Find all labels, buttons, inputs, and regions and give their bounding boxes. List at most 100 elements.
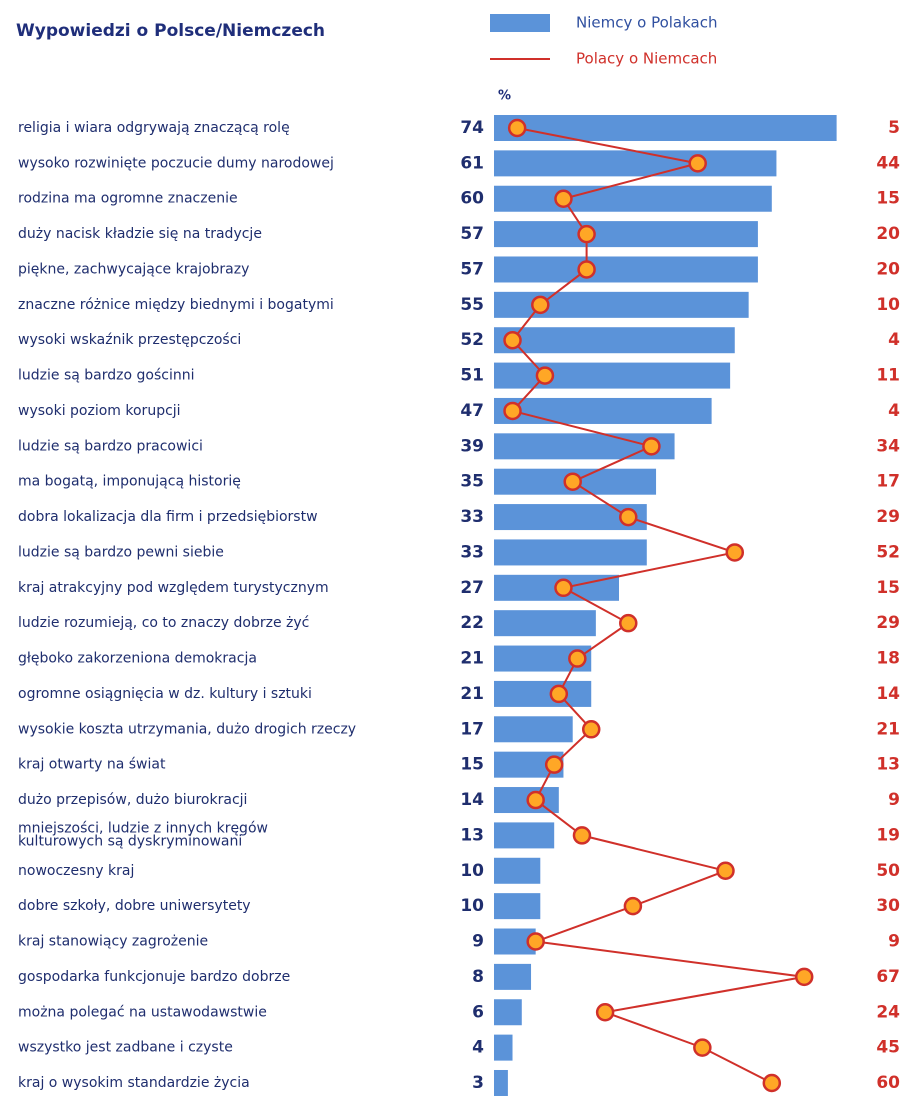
bar <box>494 256 758 283</box>
line-marker <box>526 790 545 810</box>
line-marker <box>507 118 527 138</box>
line-marker <box>544 755 564 774</box>
bar <box>494 539 647 566</box>
line-value-label: 18 <box>876 649 900 669</box>
bar-value-label: 10 <box>460 861 484 881</box>
bar <box>494 185 772 212</box>
line-value-label: 44 <box>876 153 900 173</box>
category-label: dobre szkoły, dobre uniwersytety <box>18 898 251 914</box>
bar-value-label: 33 <box>460 507 484 527</box>
line-value-label: 34 <box>876 436 900 456</box>
category-label: wysoko rozwinięte poczucie dumy narodowe… <box>18 155 334 171</box>
line-value-label: 15 <box>876 189 900 209</box>
category-label: kraj atrakcyjny pod względem turystyczny… <box>18 580 329 596</box>
category-label: kraj o wysokim standardzie życia <box>18 1075 250 1091</box>
category-label: nowoczesny kraj <box>18 863 134 879</box>
line-marker <box>503 401 522 421</box>
bar-value-label: 39 <box>460 436 484 456</box>
line-marker <box>619 507 638 527</box>
line-value-label: 60 <box>876 1073 900 1093</box>
bar <box>494 822 555 849</box>
line-value-label: 13 <box>876 755 900 775</box>
bar-value-label: 4 <box>472 1038 484 1058</box>
category-label: głęboko zakorzeniona demokracja <box>18 651 257 667</box>
bar <box>494 327 735 354</box>
line-value-label: 5 <box>888 118 900 138</box>
bar-value-label: 74 <box>460 118 484 138</box>
bar <box>494 963 532 990</box>
line-marker <box>623 896 643 916</box>
bar <box>494 716 573 743</box>
bar-value-label: 13 <box>460 825 484 845</box>
bar-value-label: 35 <box>460 472 484 492</box>
line-value-label: 14 <box>876 684 900 704</box>
bar <box>494 680 592 707</box>
line-marker <box>762 1073 782 1093</box>
bar <box>494 1034 513 1061</box>
line-marker <box>642 437 661 456</box>
bar-value-label: 33 <box>460 542 484 562</box>
bar-value-label: 60 <box>460 189 484 209</box>
chart-title: Wypowiedzi o Polsce/Niemczech <box>16 21 325 41</box>
bar-value-label: 55 <box>460 295 484 315</box>
bar-value-label: 47 <box>460 401 484 421</box>
line <box>510 127 805 1084</box>
legend-label: Polacy o Niemcach <box>576 50 717 68</box>
category-label: znaczne różnice między biednymi i bogaty… <box>18 297 334 313</box>
line-value-label: 9 <box>888 790 900 810</box>
line-marker <box>535 366 555 385</box>
bar-value-label: 57 <box>460 259 484 279</box>
bar-value-label: 8 <box>472 967 484 987</box>
bar-value-label: 51 <box>460 366 484 386</box>
line-value-label: 15 <box>876 578 900 598</box>
line-value-label: 11 <box>876 366 900 386</box>
category-label: wszystko jest zadbane i czyste <box>18 1040 233 1056</box>
line-marker <box>794 967 814 987</box>
category-label: ludzie rozumieją, co to znaczy dobrze ży… <box>18 615 309 631</box>
line-marker <box>619 613 638 633</box>
line-value-label: 52 <box>876 542 900 562</box>
category-label: kraj stanowiący zagrożenie <box>18 934 208 950</box>
category-label: ma bogatą, imponującą historię <box>18 474 241 490</box>
line-value-label: 10 <box>876 295 900 315</box>
line-marker <box>688 154 707 173</box>
category-label: mniejszości, ludzie z innych kręgów kultu… <box>18 820 268 849</box>
line-marker <box>581 720 601 739</box>
bar <box>494 221 758 248</box>
bar-value-label: 27 <box>460 578 484 598</box>
bar-value-label: 9 <box>472 932 484 952</box>
line-value-label: 67 <box>876 967 900 987</box>
category-label: piękne, zachwycające krajobrazy <box>18 261 249 277</box>
bar <box>494 397 712 424</box>
line-marker <box>577 224 596 244</box>
line-value-label: 17 <box>876 472 900 492</box>
unit-label: % <box>498 89 511 104</box>
line-value-label: 19 <box>876 825 900 845</box>
bar-value-label: 3 <box>472 1073 484 1093</box>
line-marker <box>503 330 522 350</box>
bar <box>494 893 541 920</box>
category-label: religia i wiara odgrywają znaczącą rolę <box>18 120 290 136</box>
bar <box>494 857 541 884</box>
line-marker <box>549 684 569 704</box>
line-marker <box>693 1038 712 1057</box>
category-label: ludzie są bardzo gościnni <box>18 368 194 384</box>
line-marker <box>568 649 587 668</box>
bar <box>494 115 837 141</box>
bar-value-label: 21 <box>460 684 484 704</box>
category-label: można polegać na ustawodawstwie <box>18 1004 267 1020</box>
bar-value-label: 17 <box>460 719 484 739</box>
line-marker <box>716 861 735 881</box>
line-value-label: 9 <box>888 932 900 952</box>
category-label: dobra lokalizacja dla firm i przedsiębio… <box>18 509 318 525</box>
bar-value-label: 6 <box>472 1002 484 1022</box>
category-label: duży nacisk kładzie się na tradycje <box>18 226 262 242</box>
line-marker <box>531 295 550 315</box>
bar <box>494 362 731 389</box>
line-marker <box>725 543 745 562</box>
category-label: wysoki poziom korupcji <box>18 403 181 419</box>
line-value-label: 4 <box>888 330 900 350</box>
line-marker <box>526 932 545 951</box>
line-marker <box>572 826 592 845</box>
bar <box>494 999 522 1026</box>
